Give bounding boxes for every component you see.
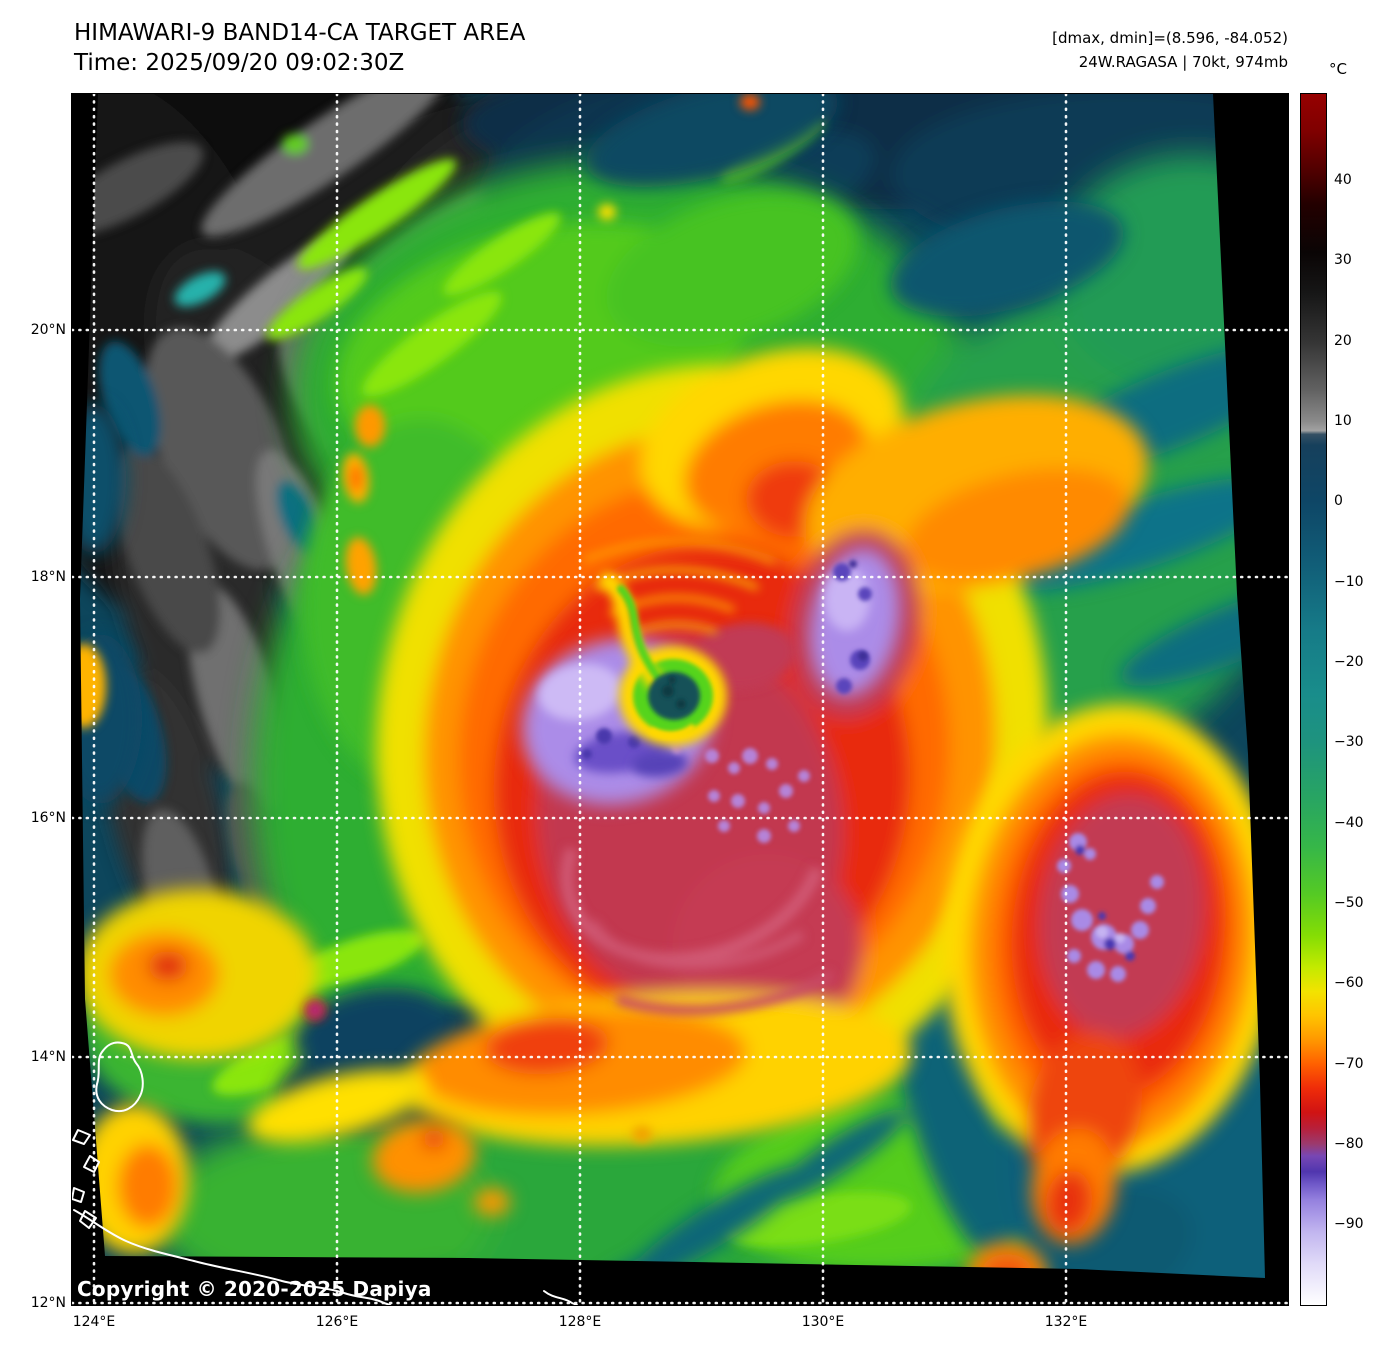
colorbar-unit-label: °C [1329, 60, 1347, 78]
cb-tick-10: 10 [1334, 413, 1352, 429]
page-title: HIMAWARI-9 BAND14-CA TARGET AREA [74, 20, 526, 46]
southwest-scattered-convection [77, 889, 510, 1254]
lat-tick-12n: 12°N [30, 1295, 66, 1311]
typhoon-eye [599, 572, 727, 746]
lat-tick-16n: 16°N [30, 810, 66, 826]
timestamp: Time: 2025/09/20 09:02:30Z [74, 50, 405, 76]
cb-tick-m90: −90 [1334, 1216, 1364, 1232]
northeast-purple-coldtop [809, 547, 901, 697]
cb-tick-m50: −50 [1334, 895, 1364, 911]
temperature-colorbar [1300, 93, 1327, 1306]
lon-tick-126e: 126°E [315, 1314, 359, 1330]
satellite-ir-image [72, 94, 1288, 1305]
graticule-gridlines [72, 94, 1288, 1305]
lon-tick-128e: 128°E [558, 1314, 602, 1330]
eye-hook-green [617, 585, 665, 686]
cb-tick-m20: −20 [1334, 654, 1364, 670]
satellite-map-panel [71, 93, 1289, 1306]
lat-tick-14n: 14°N [30, 1049, 66, 1065]
cb-tick-m10: −10 [1334, 574, 1364, 590]
purple-speckle-fringe [672, 728, 810, 843]
lat-tick-18n: 18°N [30, 569, 66, 585]
cb-tick-m40: −40 [1334, 815, 1364, 831]
copyright-watermark: Copyright © 2020-2025 Dapiya [77, 1277, 432, 1301]
cb-tick-m30: −30 [1334, 734, 1364, 750]
cb-tick-m60: −60 [1334, 975, 1364, 991]
cb-tick-40: 40 [1334, 172, 1352, 188]
cb-tick-20: 20 [1334, 333, 1352, 349]
small-warm-spots [72, 94, 760, 1142]
cb-tick-m70: −70 [1334, 1056, 1364, 1072]
info-block: [dmax, dmin]=(8.596, -84.052) 24W.RAGASA… [1052, 26, 1288, 74]
lon-tick-130e: 130°E [801, 1314, 845, 1330]
lon-tick-132e: 132°E [1044, 1314, 1088, 1330]
cb-tick-0: 0 [1334, 493, 1343, 509]
eye-hook-yellow [599, 572, 664, 690]
cb-tick-m80: −80 [1334, 1136, 1364, 1152]
coastline-outlines [72, 1041, 578, 1305]
lon-tick-124e: 124°E [72, 1314, 116, 1330]
title-block: HIMAWARI-9 BAND14-CA TARGET AREA Time: 2… [74, 18, 525, 78]
storm-intensity-readout: 24W.RAGASA | 70kt, 974mb [1078, 53, 1288, 71]
east-purple-speckle-arc [1057, 833, 1164, 982]
lat-tick-20n: 20°N [30, 322, 66, 338]
cb-tick-30: 30 [1334, 252, 1352, 268]
dmax-dmin-readout: [dmax, dmin]=(8.596, -84.052) [1052, 29, 1288, 47]
